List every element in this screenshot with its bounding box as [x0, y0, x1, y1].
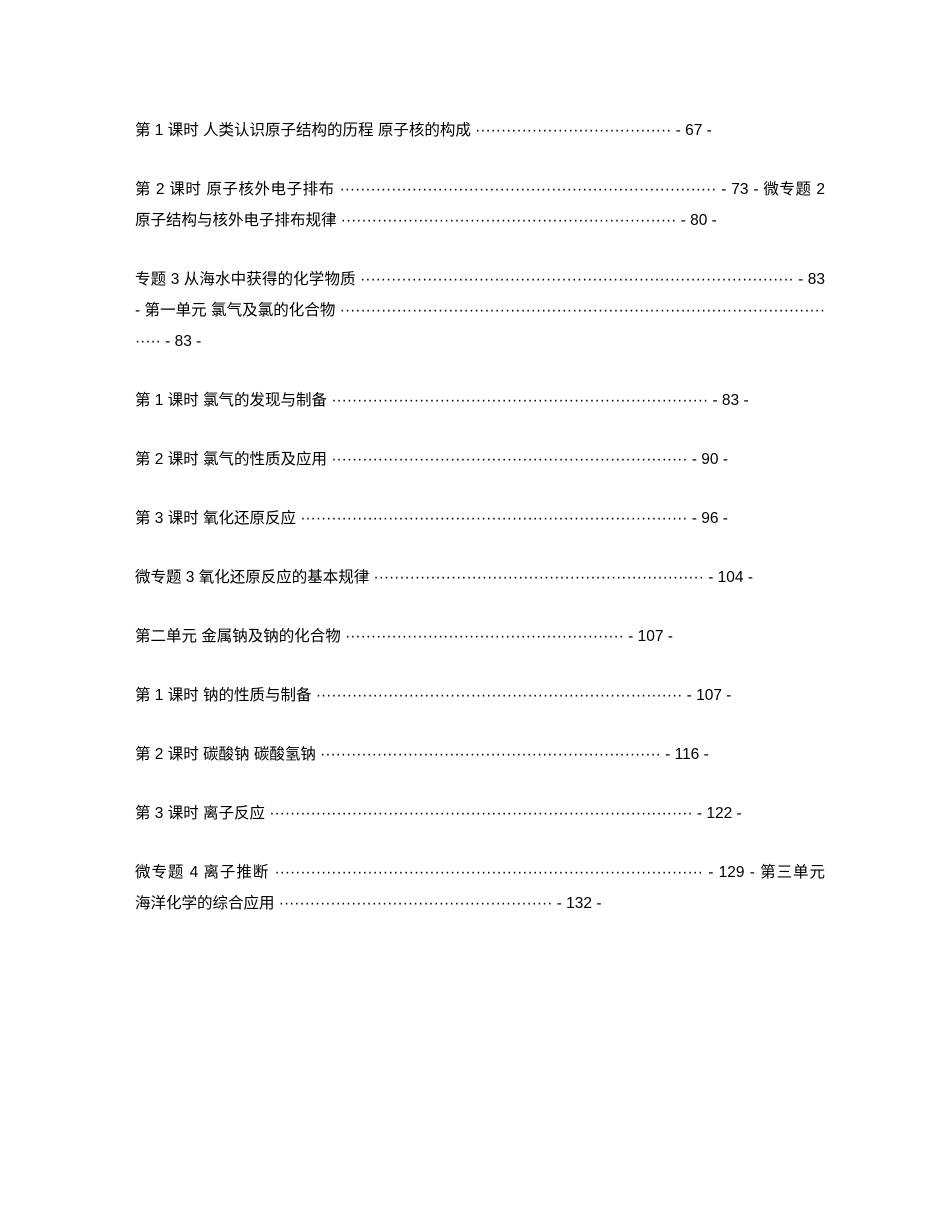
toc-entry: 第二单元 金属钠及钠的化合物 ·························…	[135, 621, 825, 652]
toc-entry: 第 1 课时 钠的性质与制备 ·························…	[135, 680, 825, 711]
table-of-contents: 第 1 课时 人类认识原子结构的历程 原子核的构成 ··············…	[135, 115, 825, 919]
toc-entry: 微专题 4 离子推断 ·····························…	[135, 857, 825, 919]
toc-entry: 微专题 3 氧化还原反应的基本规律 ······················…	[135, 562, 825, 593]
toc-entry: 第 2 课时 氯气的性质及应用 ························…	[135, 444, 825, 475]
toc-entry: 第 3 课时 氧化还原反应 ··························…	[135, 503, 825, 534]
toc-entry: 第 3 课时 离子反应 ····························…	[135, 798, 825, 829]
toc-entry: 第 2 课时 碳酸钠 碳酸氢钠 ························…	[135, 739, 825, 770]
toc-entry: 第 2 课时 原子核外电子排布 ························…	[135, 174, 825, 236]
toc-entry: 第 1 课时 氯气的发现与制备 ························…	[135, 385, 825, 416]
toc-entry: 第 1 课时 人类认识原子结构的历程 原子核的构成 ··············…	[135, 115, 825, 146]
toc-entry: 专题 3 从海水中获得的化学物质 ·······················…	[135, 264, 825, 357]
